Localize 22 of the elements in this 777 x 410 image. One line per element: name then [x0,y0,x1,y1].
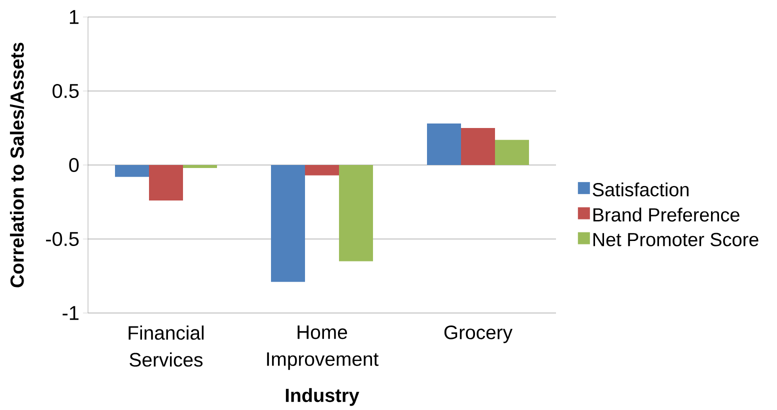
bar [427,124,462,165]
legend-label: Satisfaction [592,182,689,196]
bar [115,165,149,177]
x-tick-label: Home Improvement [267,326,379,370]
y-tick-label: 0 [69,158,79,172]
bar [183,165,217,168]
x-tick-label: Grocery [444,326,512,344]
bar [305,165,339,176]
bar [461,128,496,165]
y-axis-title: Correlation to Sales/Assets [10,42,24,288]
y-tick-label: 0.5 [52,84,79,98]
bar [149,165,183,201]
x-axis-title: Industry [286,388,360,406]
legend-label: Brand Preference [593,208,740,222]
y-tick-label: 1 [70,10,79,24]
y-tick-label: -0.5 [46,232,79,246]
y-tick-label: -1 [62,306,79,320]
legend-label: Net Promoter Score [593,232,758,246]
bar [271,165,306,282]
bar [339,165,374,262]
bar [495,140,530,165]
x-tick-label: Financial Services [128,326,204,367]
